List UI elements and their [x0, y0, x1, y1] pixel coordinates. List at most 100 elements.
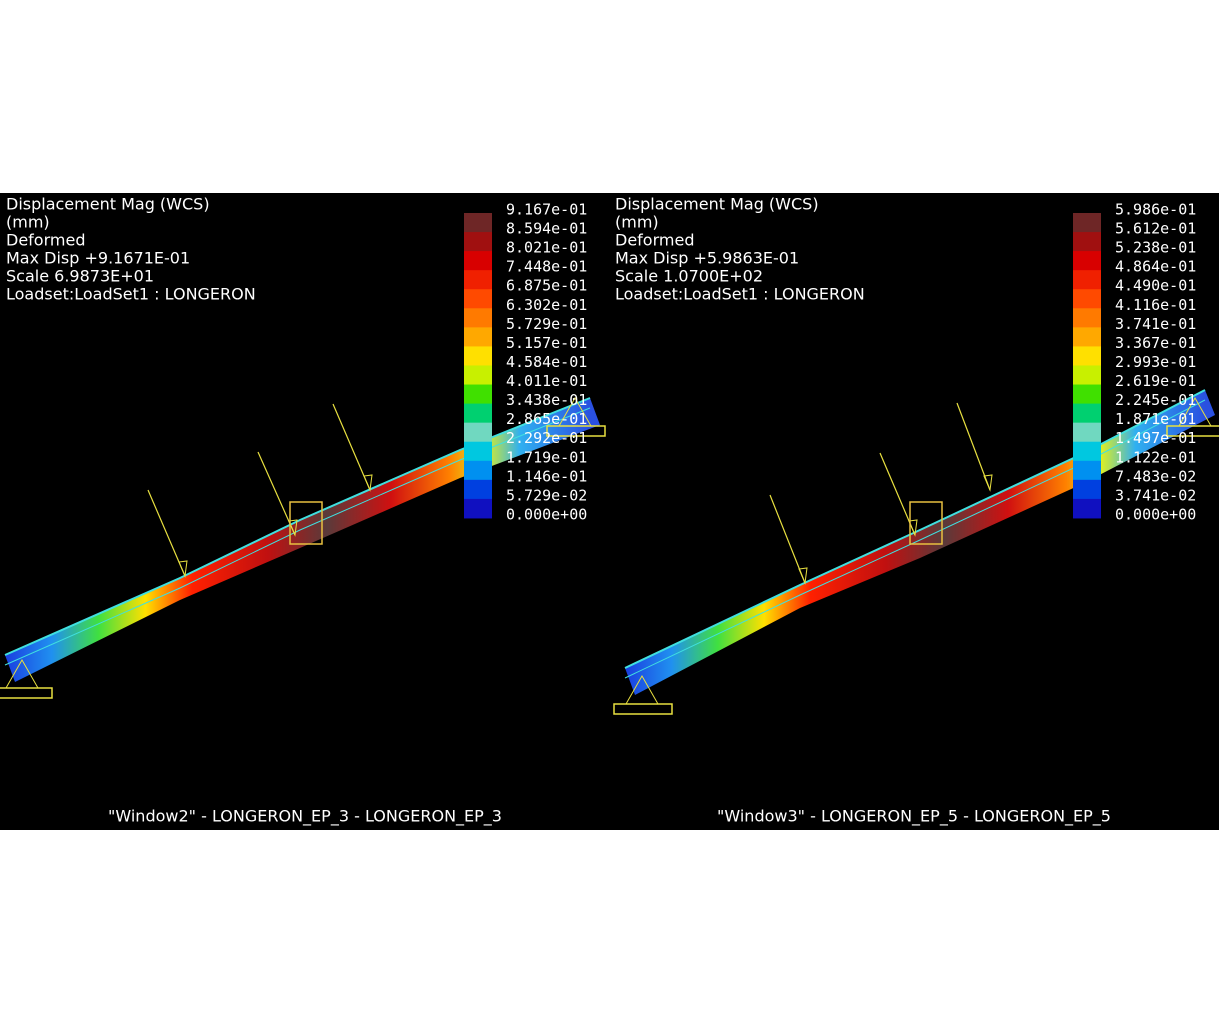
colorbar-band	[1073, 479, 1101, 500]
colorbar-band	[1073, 365, 1101, 386]
header-line: Loadset:LoadSet1 : LONGERON	[615, 285, 865, 304]
header-line: Deformed	[615, 231, 694, 250]
load-arrow	[769, 494, 806, 584]
colorbar-band	[1073, 327, 1101, 347]
colorbar-band	[1073, 232, 1101, 252]
legend-label: 0.000e+00	[506, 505, 587, 523]
colorbar-band	[464, 213, 492, 233]
colorbar-band	[1073, 441, 1101, 462]
colorbar-band	[464, 384, 492, 405]
legend-label: 6.875e-01	[506, 277, 587, 295]
legend-label: 5.729e-02	[506, 486, 587, 504]
legend-label: 0.000e+00	[1115, 505, 1196, 523]
csys-marker	[909, 501, 943, 545]
undeformed-edge	[624, 399, 1206, 679]
legend-label: 4.864e-01	[1115, 258, 1196, 276]
arrow-head	[798, 567, 808, 585]
legend-label: 2.993e-01	[1115, 353, 1196, 371]
support-base	[613, 703, 673, 715]
colorbar-band	[1073, 213, 1101, 233]
colorbar-band	[1073, 289, 1101, 309]
arrow-head	[983, 474, 993, 492]
header-line: Scale 1.0700E+02	[615, 267, 763, 286]
header-line: Max Disp +5.9863E-01	[615, 249, 799, 268]
undeformed-edge	[4, 407, 591, 666]
legend-label: 4.011e-01	[506, 372, 587, 390]
legend-label: 2.619e-01	[1115, 372, 1196, 390]
header-line: Displacement Mag (WCS)	[6, 195, 210, 214]
colorbar-band	[1073, 251, 1101, 271]
legend-label: 5.157e-01	[506, 334, 587, 352]
arrow-head	[288, 519, 298, 537]
colorbar-band	[1073, 498, 1101, 519]
legend-label: 5.238e-01	[1115, 239, 1196, 257]
colorbar-band	[464, 479, 492, 500]
colorbar-band	[1073, 308, 1101, 328]
colorbar-band	[464, 460, 492, 481]
undeformed-edge	[4, 397, 591, 656]
deformed-beam	[625, 390, 1215, 695]
legend-label: 3.741e-01	[1115, 315, 1196, 333]
colorbar-band	[464, 422, 492, 443]
legend-label: 3.367e-01	[1115, 334, 1196, 352]
colorbar-band	[464, 270, 492, 290]
header-line: Deformed	[6, 231, 85, 250]
colorbar-band	[464, 308, 492, 328]
legend-label: 1.497e-01	[1115, 429, 1196, 447]
arrow-head	[908, 519, 918, 537]
header-line: Displacement Mag (WCS)	[615, 195, 819, 214]
colorbar-band	[464, 289, 492, 309]
legend-label: 1.122e-01	[1115, 448, 1196, 466]
colorbar-band	[1073, 403, 1101, 424]
support-base	[546, 425, 606, 437]
header-line: (mm)	[6, 213, 50, 232]
colorbar-band	[464, 441, 492, 462]
colorbar-band	[1073, 384, 1101, 405]
header-line: Loadset:LoadSet1 : LONGERON	[6, 285, 256, 304]
colorbar-band	[464, 232, 492, 252]
colorbar-band	[464, 498, 492, 519]
legend-label: 1.871e-01	[1115, 410, 1196, 428]
colorbar-band	[464, 365, 492, 386]
window-footer: "Window3" - LONGERON_EP_5 - LONGERON_EP_…	[717, 807, 1111, 827]
arrow-head	[178, 560, 188, 578]
header-line: Max Disp +9.1671E-01	[6, 249, 190, 268]
legend-label: 1.146e-01	[506, 467, 587, 485]
colorbar-band	[464, 403, 492, 424]
legend-label: 2.865e-01	[506, 410, 587, 428]
colorbar-band	[1073, 270, 1101, 290]
legend-label: 7.483e-02	[1115, 467, 1196, 485]
legend-label: 2.245e-01	[1115, 391, 1196, 409]
support-base	[0, 687, 53, 699]
legend-label: 2.292e-01	[506, 429, 587, 447]
legend-label: 5.729e-01	[506, 315, 587, 333]
colorbar-band	[1073, 346, 1101, 366]
header-line: Scale 6.9873E+01	[6, 267, 154, 286]
support-base	[1166, 425, 1219, 437]
legend-label: 5.612e-01	[1115, 220, 1196, 238]
legend-label: 6.302e-01	[506, 296, 587, 314]
undeformed-edge	[624, 389, 1206, 669]
legend-label: 8.594e-01	[506, 220, 587, 238]
colorbar-band	[464, 327, 492, 347]
legend-label: 4.584e-01	[506, 353, 587, 371]
arrow-head	[363, 474, 373, 492]
deformed-beam	[5, 398, 600, 682]
legend-label: 3.438e-01	[506, 391, 587, 409]
colorbar-band	[464, 346, 492, 366]
colorbar-band	[1073, 460, 1101, 481]
legend-label: 1.719e-01	[506, 448, 587, 466]
legend-label: 4.116e-01	[1115, 296, 1196, 314]
legend-label: 5.986e-01	[1115, 201, 1196, 219]
colorbar-band	[1073, 422, 1101, 443]
header-line: (mm)	[615, 213, 659, 232]
colorbar-band	[464, 251, 492, 271]
legend-label: 4.490e-01	[1115, 277, 1196, 295]
legend-label: 8.021e-01	[506, 239, 587, 257]
window-footer: "Window2" - LONGERON_EP_3 - LONGERON_EP_…	[108, 807, 502, 827]
legend-label: 7.448e-01	[506, 258, 587, 276]
legend-label: 3.741e-02	[1115, 486, 1196, 504]
csys-marker	[289, 501, 323, 545]
legend-label: 9.167e-01	[506, 201, 587, 219]
